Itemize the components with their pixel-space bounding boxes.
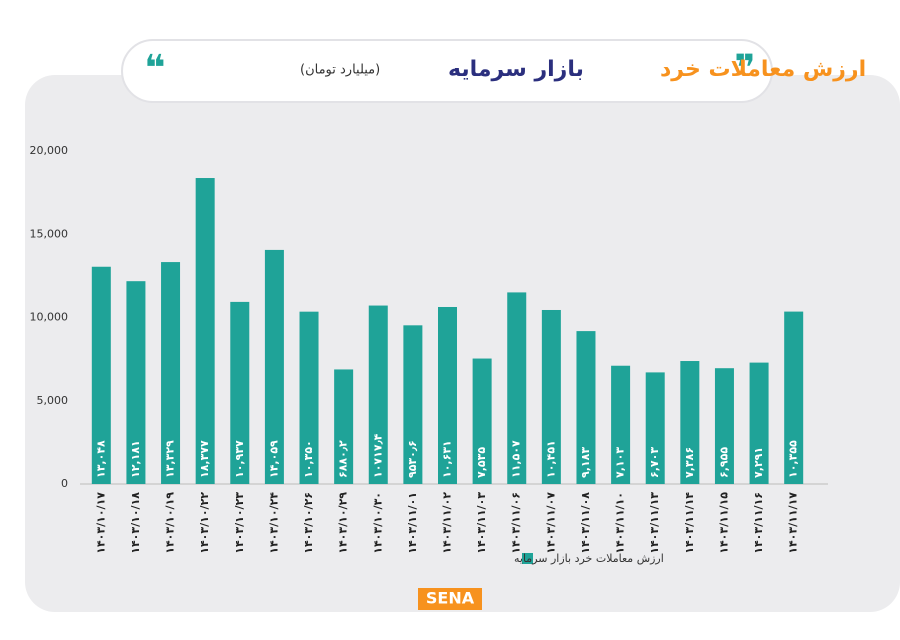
bar [645, 372, 665, 484]
value-label: ۹,۱۸۳ [579, 447, 592, 478]
x-tick-label: ۱۴۰۳/۱۰/۱۹ [164, 492, 177, 554]
x-tick-label: ۱۴۰۳/۱۱/۰۲ [441, 492, 454, 554]
bar [472, 358, 492, 484]
y-tick-label: 0 [61, 477, 68, 490]
x-tick-label: ۱۴۰۳/۱۰/۲۶ [302, 492, 315, 554]
x-tick-label: ۱۴۰۳/۱۱/۱۷ [787, 492, 800, 554]
x-tick-label: ۱۴۰۳/۱۱/۰۸ [579, 492, 592, 554]
x-tick-label: ۱۴۰۳/۱۰/۲۲ [198, 492, 211, 554]
quote-mark: ❞ [734, 48, 755, 89]
bar [368, 305, 388, 484]
x-tick-label: ۱۴۰۳/۱۰/۱۷ [94, 492, 107, 554]
x-tick-label: ۱۴۰۳/۱۰/۳۰ [371, 492, 384, 554]
bar [334, 369, 354, 484]
value-label: ۶۸۸۰٫۲ [337, 440, 350, 478]
value-label: ۷,۳۸۶ [683, 447, 696, 478]
x-tick-label: ۱۴۰۳/۱۱/۰۳ [475, 492, 488, 554]
bar [611, 365, 631, 484]
logo-box [418, 588, 482, 610]
bar [403, 325, 423, 484]
value-label: ۱۲,۱۸۱ [129, 440, 142, 478]
x-tick-label: ۱۴۰۳/۱۰/۲۳ [233, 492, 246, 554]
x-tick-label: ۱۴۰۳/۱۱/۰۷ [544, 492, 557, 554]
value-label: ۱۰,۹۳۷ [233, 440, 246, 478]
bar [714, 368, 734, 484]
value-label: ۶,۷۰۳ [648, 447, 661, 478]
quote-mark: ❝ [144, 48, 165, 89]
x-tick-label: ۱۴۰۳/۱۱/۱۳ [648, 492, 661, 554]
value-label: ۱۰,۳۵۰ [302, 440, 315, 478]
bar [507, 292, 527, 484]
value-label: ۶,۹۵۵ [717, 447, 730, 478]
value-label: ۱۸,۳۷۷ [198, 440, 211, 478]
y-tick-label: 15,000 [30, 227, 69, 240]
y-tick-label: 10,000 [30, 311, 69, 324]
value-label: ۷,۲۹۱ [752, 447, 765, 478]
value-label: ۱۴,۰۵۹ [267, 440, 280, 478]
subtitle: (میلیارد تومان) [300, 63, 380, 78]
x-tick-label: ۱۴۰۳/۱۱/۱۰ [614, 492, 627, 554]
bar [541, 309, 561, 484]
x-tick-label: ۱۴۰۳/۱۰/۲۴ [267, 492, 280, 554]
panel [25, 75, 900, 612]
y-tick-label: 5,000 [37, 394, 69, 407]
bar [784, 311, 804, 484]
title-pill [121, 39, 773, 103]
x-tick-label: ۱۴۰۳/۱۰/۱۸ [129, 492, 142, 554]
x-tick-label: ۱۴۰۳/۱۱/۱۴ [683, 492, 696, 554]
bar [264, 249, 284, 484]
bar [195, 178, 215, 484]
value-label: ۱۰,۴۵۱ [544, 440, 557, 478]
value-label: ۱۳,۰۴۸ [94, 440, 107, 478]
logo: SENA [426, 589, 475, 608]
value-label: ۷,۱۰۳ [614, 447, 627, 478]
title-part-1: ارزش معاملات خرد [660, 57, 866, 82]
value-label: ۱۱,۵۰۷ [510, 440, 523, 478]
bar [749, 362, 769, 484]
x-tick-label: ۱۴۰۳/۱۱/۰۱ [406, 492, 419, 554]
legend-label: ارزش معاملات خرد بازار سرمایه [514, 552, 664, 565]
bar [438, 306, 457, 484]
value-label: ۹۵۳۰٫۶ [406, 440, 419, 478]
bar [91, 266, 111, 484]
x-tick-label: ۱۴۰۳/۱۱/۱۶ [752, 492, 765, 554]
value-label: ۱۰۷۱۷٫۴ [371, 433, 384, 478]
value-label: ۱۰,۶۳۱ [441, 440, 454, 478]
y-tick-label: 20,000 [30, 144, 69, 157]
x-tick-label: ۱۴۰۳/۱۱/۰۶ [510, 492, 523, 554]
bar [230, 301, 250, 484]
value-label: ۱۰,۳۵۵ [787, 440, 800, 478]
bar [680, 361, 700, 484]
bar [161, 262, 181, 484]
x-tick-label: ۱۴۰۳/۱۱/۱۵ [717, 492, 730, 554]
bar [576, 331, 596, 484]
bar [299, 311, 319, 484]
x-tick-label: ۱۴۰۳/۱۰/۲۹ [337, 492, 350, 554]
legend-swatch [522, 553, 533, 564]
bar [126, 281, 146, 484]
value-label: ۱۳,۳۲۹ [164, 440, 177, 478]
value-label: ۷,۵۳۵ [475, 447, 488, 478]
title-part-2: بازار سرمایه [448, 57, 584, 82]
